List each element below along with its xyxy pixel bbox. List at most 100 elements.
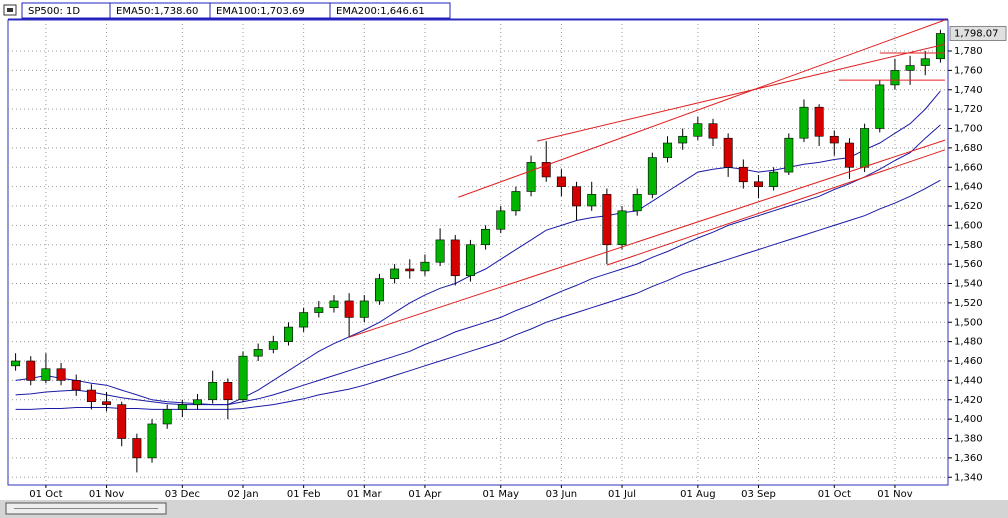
indicator-label: EMA200:1,646.61 xyxy=(336,6,425,17)
candle-body xyxy=(481,228,491,246)
x-tick-label: 03 Sep xyxy=(741,489,776,500)
y-tick-label: 1,460 xyxy=(954,356,983,367)
y-tick-label: 1,580 xyxy=(954,240,983,251)
y-tick-label: 1,780 xyxy=(954,46,983,57)
y-tick-label: 1,700 xyxy=(954,124,983,135)
candle-body xyxy=(844,142,854,168)
y-tick-label: 1,340 xyxy=(954,472,983,483)
y-tick-label: 1,540 xyxy=(954,279,983,290)
candle-body xyxy=(253,349,263,357)
candle-body xyxy=(26,360,36,381)
candle-body xyxy=(890,70,900,86)
candle-body xyxy=(11,360,21,367)
x-tick-label: 03 Jun xyxy=(546,489,578,500)
trend-line xyxy=(606,149,946,266)
candle-body xyxy=(450,239,460,277)
y-tick-label: 1,420 xyxy=(954,395,983,406)
candle-body xyxy=(920,58,930,66)
y-tick-label: 1,660 xyxy=(954,162,983,173)
candle-body xyxy=(784,137,794,173)
candle-body xyxy=(678,135,688,144)
candle-body xyxy=(314,307,324,313)
ema-line xyxy=(15,124,941,406)
candle-body xyxy=(268,341,278,350)
candle-body xyxy=(693,123,703,137)
candle-body xyxy=(329,300,339,309)
candle-body xyxy=(465,244,475,277)
candle-body xyxy=(602,194,612,246)
y-tick-label: 1,360 xyxy=(954,453,983,464)
candle-body xyxy=(299,312,309,328)
candle-body xyxy=(875,84,885,129)
candle-body xyxy=(344,300,354,318)
y-tick-label: 1,620 xyxy=(954,201,983,212)
candle-body xyxy=(132,438,142,459)
candle-body xyxy=(723,137,733,168)
x-tick-label: 01 Jul xyxy=(608,489,636,500)
candle-body xyxy=(117,404,127,439)
candle-body xyxy=(572,186,582,207)
candle-body xyxy=(617,210,627,246)
candle-body xyxy=(390,268,400,279)
x-tick-label: 01 Nov xyxy=(877,489,913,500)
candle-body xyxy=(223,382,233,401)
candle-body xyxy=(102,401,112,405)
candle-body xyxy=(905,65,915,71)
candle-body xyxy=(738,166,748,183)
candle-body xyxy=(71,380,81,391)
candle-body xyxy=(754,181,763,187)
y-tick-label: 1,600 xyxy=(954,220,983,231)
last-price-label: 1,798.07 xyxy=(954,28,999,39)
x-tick-label: 01 Mar xyxy=(347,489,383,500)
trend-line xyxy=(537,43,946,142)
candle-body xyxy=(86,389,96,402)
y-tick-label: 1,400 xyxy=(954,414,983,425)
indicator-label: EMA50:1,738.60 xyxy=(116,6,198,17)
candle-body xyxy=(147,423,157,459)
x-tick-label: 01 Nov xyxy=(89,489,125,500)
candle-body xyxy=(41,368,51,381)
candle-body xyxy=(769,171,779,187)
last-price-box xyxy=(949,25,1007,41)
y-tick-label: 1,520 xyxy=(954,298,983,309)
indicator-tab xyxy=(329,2,451,19)
plot-frame xyxy=(7,19,949,486)
candle-body xyxy=(587,194,597,207)
x-tick-label: 01 Oct xyxy=(29,489,62,500)
candle-body xyxy=(647,157,657,195)
y-tick-label: 1,380 xyxy=(954,434,983,445)
candle-body xyxy=(284,326,293,342)
candle-body xyxy=(860,128,870,168)
y-tick-label: 1,500 xyxy=(954,317,983,328)
y-tick-label: 1,720 xyxy=(954,104,983,115)
candle-body xyxy=(541,162,551,178)
x-tick-label: 01 Aug xyxy=(680,489,715,500)
candle-body xyxy=(359,300,369,318)
y-tick-label: 1,640 xyxy=(954,182,983,193)
candle-body xyxy=(374,278,384,302)
scrollbar-track xyxy=(0,500,1008,518)
candle-body xyxy=(208,382,218,401)
y-tick-label: 1,760 xyxy=(954,65,983,76)
x-tick-label: 01 May xyxy=(482,489,519,500)
x-tick-label: 03 Dec xyxy=(165,489,200,500)
y-tick-label: 1,440 xyxy=(954,375,983,386)
candle-body xyxy=(663,142,672,158)
candle-body xyxy=(526,162,536,192)
candle-body xyxy=(632,194,642,212)
y-tick-label: 1,680 xyxy=(954,143,983,154)
candle-body xyxy=(496,210,506,230)
trend-line xyxy=(348,139,946,338)
candle-body xyxy=(177,404,187,410)
candle-body xyxy=(511,191,521,212)
window-icon-inner xyxy=(7,8,13,12)
candle-body xyxy=(814,106,824,137)
y-tick-label: 1,740 xyxy=(954,85,983,96)
candle-body xyxy=(405,268,415,272)
y-tick-label: 1,480 xyxy=(954,337,983,348)
candle-body xyxy=(193,399,202,405)
candle-body xyxy=(799,106,809,139)
candle-body xyxy=(829,135,839,144)
